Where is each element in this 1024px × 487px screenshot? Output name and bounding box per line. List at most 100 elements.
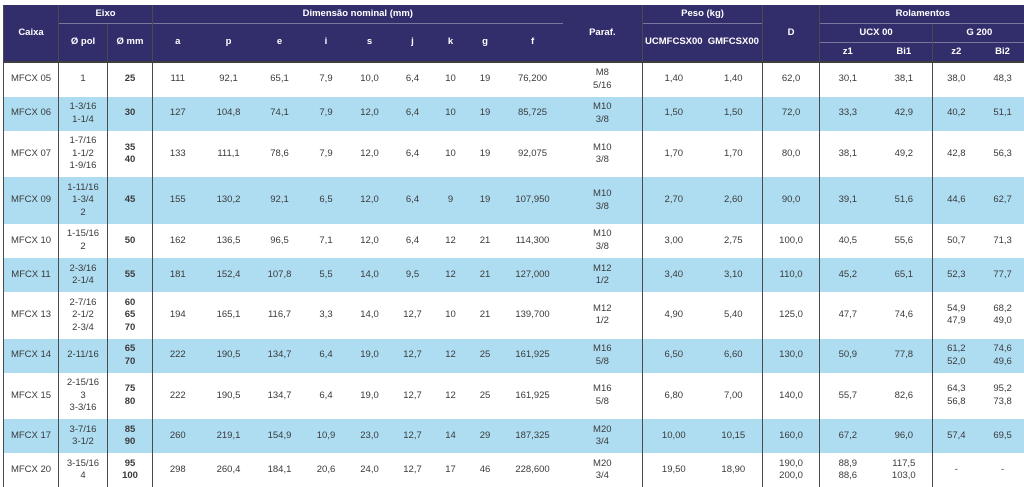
peso-ucmfcsx00-cell: 4,90: [643, 292, 705, 339]
dim-j-cell: 12,7: [392, 339, 434, 373]
peso-gmfcsx00-cell: 1,70: [705, 131, 763, 178]
z2-cell: 44,6: [933, 177, 980, 224]
dim-g-cell: 46: [468, 453, 503, 487]
dim-k-cell: 12: [434, 258, 468, 292]
dim-e-cell: 184,1: [255, 453, 305, 487]
peso-ucmfcsx00-cell: 3,40: [643, 258, 705, 292]
dim-f-cell: 161,925: [503, 339, 563, 373]
dim-k-cell: 9: [434, 177, 468, 224]
dim-p-cell: 260,4: [203, 453, 255, 487]
d-cell: 90,0: [763, 177, 820, 224]
bi2-cell: 48,3: [980, 62, 1024, 97]
dim-i-cell: 6,4: [305, 339, 348, 373]
dim-g-cell: 21: [468, 224, 503, 258]
dim-s-cell: 24,0: [348, 453, 392, 487]
dim-g-cell: 25: [468, 339, 503, 373]
bi1-cell: 49,2: [876, 131, 933, 178]
dim-f-cell: 127,000: [503, 258, 563, 292]
peso-ucmfcsx00-cell: 3,00: [643, 224, 705, 258]
z1-cell: 40,5: [820, 224, 876, 258]
d-cell: 72,0: [763, 97, 820, 131]
dim-e-cell: 154,9: [255, 419, 305, 453]
bi2-cell: 62,7: [980, 177, 1024, 224]
dim-j-cell: 12,7: [392, 419, 434, 453]
z2-cell: 40,2: [933, 97, 980, 131]
dim-s-cell: 12,0: [348, 131, 392, 178]
peso-ucmfcsx00-cell: 6,50: [643, 339, 705, 373]
caixa-cell: MFCX 15: [4, 373, 59, 420]
col-header-z2: z2: [933, 42, 980, 61]
dim-e-cell: 107,8: [255, 258, 305, 292]
caixa-cell: MFCX 05: [4, 62, 59, 97]
dim-i-cell: 6,5: [305, 177, 348, 224]
dim-i-cell: 7,9: [305, 131, 348, 178]
z2-cell: 42,8: [933, 131, 980, 178]
peso-gmfcsx00-cell: 5,40: [705, 292, 763, 339]
dim-a-cell: 222: [153, 373, 203, 420]
col-header-bi2: Bi2: [980, 42, 1024, 61]
caixa-cell: MFCX 09: [4, 177, 59, 224]
shaft-mm-cell: 55: [108, 258, 153, 292]
dim-k-cell: 12: [434, 339, 468, 373]
z1-cell: 39,1: [820, 177, 876, 224]
dim-k-cell: 14: [434, 419, 468, 453]
peso-gmfcsx00-cell: 1,50: [705, 97, 763, 131]
dim-s-cell: 14,0: [348, 292, 392, 339]
dim-g-cell: 19: [468, 97, 503, 131]
col-header-k: k: [434, 23, 468, 61]
dim-p-cell: 190,5: [203, 339, 255, 373]
group-header-rolamentos: Rolamentos: [820, 5, 1024, 23]
shaft-pol-cell: 1: [59, 62, 108, 97]
dim-f-cell: 76,200: [503, 62, 563, 97]
dim-i-cell: 20,6: [305, 453, 348, 487]
dim-k-cell: 12: [434, 224, 468, 258]
col-header-i: i: [305, 23, 348, 61]
dim-j-cell: 12,7: [392, 373, 434, 420]
dim-f-cell: 161,925: [503, 373, 563, 420]
dim-a-cell: 260: [153, 419, 203, 453]
shaft-pol-cell: 2-11/16: [59, 339, 108, 373]
z2-cell: 50,7: [933, 224, 980, 258]
dim-a-cell: 298: [153, 453, 203, 487]
bi1-cell: 51,6: [876, 177, 933, 224]
bi1-cell: 42,9: [876, 97, 933, 131]
dim-f-cell: 107,950: [503, 177, 563, 224]
dim-s-cell: 19,0: [348, 373, 392, 420]
dim-p-cell: 111,1: [203, 131, 255, 178]
col-header-f: f: [503, 23, 563, 61]
z1-cell: 33,3: [820, 97, 876, 131]
dim-p-cell: 219,1: [203, 419, 255, 453]
z2-cell: 38,0: [933, 62, 980, 97]
dim-s-cell: 23,0: [348, 419, 392, 453]
dim-g-cell: 21: [468, 292, 503, 339]
group-header-ucx00: UCX 00: [820, 23, 933, 42]
col-header-gmfcsx00: GMFCSX00: [705, 23, 763, 61]
table-header: Caixa Eixo Dimensão nominal (mm) Paraf. …: [4, 5, 1024, 62]
bi2-cell: 69,5: [980, 419, 1024, 453]
dim-i-cell: 5,5: [305, 258, 348, 292]
dim-g-cell: 19: [468, 131, 503, 178]
dim-p-cell: 92,1: [203, 62, 255, 97]
d-cell: 100,0: [763, 224, 820, 258]
col-header-a: a: [153, 23, 203, 61]
dim-g-cell: 19: [468, 62, 503, 97]
dim-f-cell: 85,725: [503, 97, 563, 131]
dim-k-cell: 10: [434, 62, 468, 97]
dim-f-cell: 114,300: [503, 224, 563, 258]
